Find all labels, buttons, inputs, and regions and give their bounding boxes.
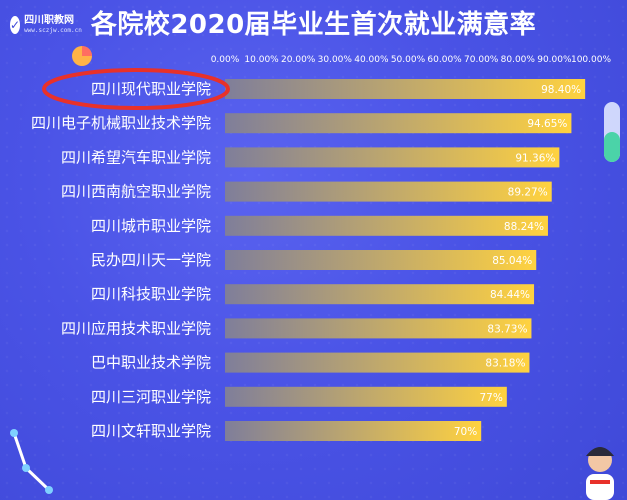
bar (225, 250, 537, 270)
x-tick-label: 80.00% (501, 55, 536, 65)
value-label: 70% (454, 426, 477, 438)
category-label: 四川城市职业学院 (91, 217, 211, 235)
category-label: 四川希望汽车职业学院 (61, 148, 211, 166)
x-tick-label: 90.00% (537, 55, 572, 65)
x-tick-label: 50.00% (391, 55, 426, 65)
x-tick-label: 10.00% (244, 55, 279, 65)
value-label: 91.36% (515, 152, 555, 164)
value-label: 89.27% (508, 187, 548, 199)
category-label: 四川科技职业学院 (91, 285, 211, 303)
x-axis-ticks: 0.00% 10.00% 20.00% 30.00% 40.00% 50.00% 60.00… (211, 55, 612, 65)
x-tick-label: 60.00% (427, 55, 462, 65)
x-tick-label: 30.00% (318, 55, 353, 65)
value-label: 98.40% (541, 84, 581, 96)
category-label: 四川三河职业学院 (91, 388, 211, 406)
x-tick-label: 40.00% (354, 55, 389, 65)
category-label: 四川西南航空职业学院 (61, 183, 211, 201)
bar (225, 421, 482, 441)
bar (225, 352, 530, 373)
brand-logo: ✓ 四川职教网 www.sczjw.com.cn (10, 8, 82, 42)
x-tick-label: 70.00% (464, 55, 499, 65)
value-label: 88.24% (504, 221, 544, 233)
x-tick-label: 20.00% (281, 55, 316, 65)
bar (225, 318, 532, 339)
brand-name: 四川职教网 (24, 15, 75, 26)
value-label: 83.73% (487, 323, 527, 335)
value-label: 77% (479, 392, 502, 404)
molecule-icon (10, 429, 53, 494)
category-label: 四川文轩职业学院 (91, 422, 211, 440)
pie-chart-icon (72, 46, 92, 66)
brand-mark-icon: ✓ (10, 16, 21, 34)
value-label: 85.04% (492, 255, 532, 267)
bar (225, 79, 586, 99)
brand-text-block: 四川职教网 www.sczjw.com.cn (24, 16, 82, 34)
bar (225, 147, 560, 168)
bar (225, 386, 507, 407)
category-labels: 四川现代职业学院四川电子机械职业技术学院四川希望汽车职业学院四川西南航空职业学院… (31, 80, 211, 440)
bar (225, 181, 552, 202)
value-labels: 98.40% 94.65% 91.36% 89.27% 88.24% 85.04% 84.4… (454, 84, 581, 438)
page-title: 各院校2020届毕业生首次就业满意率 (90, 10, 537, 40)
student-figure-icon (586, 447, 614, 500)
x-tick-label: 100.00% (571, 55, 611, 65)
highlight-ring (42, 68, 230, 110)
bar (225, 113, 572, 134)
category-label: 民办四川天一学院 (91, 251, 211, 269)
value-label: 84.44% (490, 289, 530, 301)
brand-url: www.sczjw.com.cn (24, 27, 82, 34)
bar-series (225, 79, 586, 441)
bar (225, 215, 548, 236)
value-label: 83.18% (485, 358, 525, 370)
test-tube-icon (604, 102, 620, 162)
category-label: 四川现代职业学院 (91, 80, 211, 98)
category-label: 四川应用技术职业学院 (61, 319, 211, 337)
bar (225, 284, 535, 305)
category-label: 巴中职业技术学院 (91, 354, 211, 372)
x-tick-label: 0.00% (211, 55, 240, 65)
category-label: 四川电子机械职业技术学院 (31, 114, 211, 132)
value-label: 94.65% (527, 118, 567, 130)
